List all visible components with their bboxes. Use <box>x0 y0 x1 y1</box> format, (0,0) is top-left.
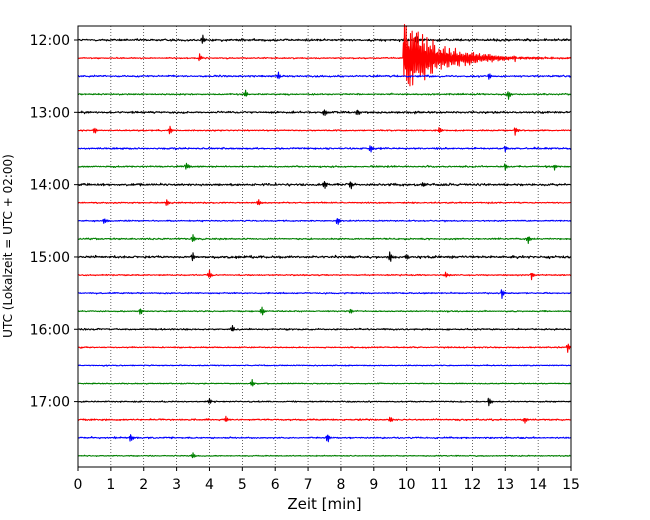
y-tick-label-12:00: 12:00 <box>30 33 70 49</box>
trace-1630 <box>77 364 572 367</box>
y-tick-label-13:00: 13:00 <box>30 105 70 121</box>
trace-1300 <box>77 109 572 116</box>
x-axis-label: Zeit [min] <box>287 495 361 513</box>
x-tick-label-5: 5 <box>238 477 247 493</box>
y-axis-ticks: 12:00 13:00 14:00 15:00 16:00 17:00 <box>30 33 78 411</box>
trace-1645 <box>77 378 572 387</box>
x-tick-label-14: 14 <box>529 477 547 493</box>
x-tick-label-11: 11 <box>431 477 449 493</box>
x-axis-ticks: 0 1 2 3 4 5 6 7 8 9 10 11 12 13 14 15 <box>74 467 580 493</box>
x-tick-label-1: 1 <box>106 477 115 493</box>
trace-1230 <box>77 71 572 80</box>
trace-1600 <box>77 324 572 332</box>
x-tick-label-10: 10 <box>398 477 416 493</box>
x-tick-label-15: 15 <box>562 477 580 493</box>
x-tick-label-4: 4 <box>205 477 214 493</box>
x-tick-label-2: 2 <box>139 477 148 493</box>
trace-1700 <box>77 397 572 407</box>
x-tick-label-0: 0 <box>74 477 83 493</box>
y-tick-label-14:00: 14:00 <box>30 178 70 194</box>
trace-1245 <box>77 89 572 100</box>
x-tick-label-9: 9 <box>369 477 378 493</box>
x-tick-label-8: 8 <box>336 477 345 493</box>
trace-1730 <box>77 434 572 443</box>
trace-1545 <box>77 306 572 316</box>
y-tick-label-17:00: 17:00 <box>30 395 70 411</box>
trace-1400 <box>77 181 572 190</box>
seismic-traces <box>77 23 572 459</box>
trace-1330 <box>77 145 572 153</box>
trace-1345 <box>77 162 572 171</box>
trace-1215 <box>77 23 572 87</box>
plot-frame <box>77 25 572 468</box>
trace-1530 <box>77 289 572 299</box>
y-axis-label: UTC (Lokalzeit = UTC + 02:00) <box>1 154 15 338</box>
x-tick-label-12: 12 <box>463 477 481 493</box>
trace-1200 <box>77 34 572 44</box>
trace-1415 <box>77 199 572 206</box>
x-tick-label-3: 3 <box>172 477 181 493</box>
trace-1515 <box>77 269 572 281</box>
trace-1745 <box>77 452 572 459</box>
trace-1445 <box>77 234 572 245</box>
x-tick-label-6: 6 <box>271 477 280 493</box>
trace-1500 <box>77 251 572 262</box>
trace-1715 <box>77 415 572 424</box>
x-tick-label-7: 7 <box>304 477 313 493</box>
y-tick-label-15:00: 15:00 <box>30 250 70 266</box>
y-tick-label-16:00: 16:00 <box>30 322 70 338</box>
x-tick-label-13: 13 <box>496 477 514 493</box>
trace-1430 <box>77 218 572 225</box>
trace-1615 <box>77 343 572 353</box>
trace-1315 <box>77 125 572 136</box>
